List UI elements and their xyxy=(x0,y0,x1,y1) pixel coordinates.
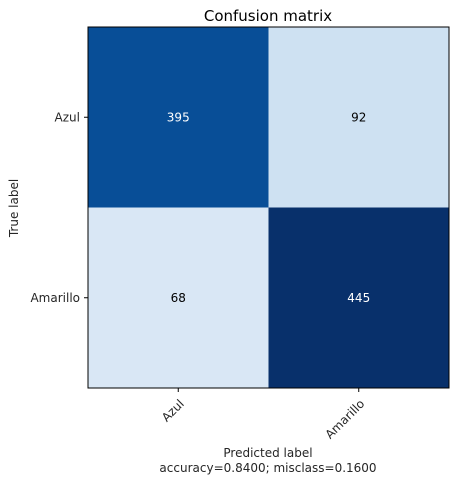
x-tick-labels: Azul Amarillo xyxy=(159,397,367,442)
y-tick-label: Azul xyxy=(55,110,80,124)
y-axis-label: True label xyxy=(7,179,21,238)
plot-frame xyxy=(87,26,450,389)
cell-value-label: 395 xyxy=(167,110,190,124)
heatmap-cell xyxy=(88,27,269,208)
heatmap-cell-labels: 395 92 68 445 xyxy=(167,110,370,305)
y-tick-label: Amarillo xyxy=(30,291,80,305)
y-tick-labels: Azul Amarillo xyxy=(30,110,80,305)
heatmap-cell xyxy=(268,27,449,208)
cell-value-label: 68 xyxy=(171,291,186,305)
x-tick-label: Amarillo xyxy=(322,397,367,442)
accuracy-misclass-text: accuracy=0.8400; misclass=0.1600 xyxy=(159,461,376,475)
chart-title: Confusion matrix xyxy=(204,7,332,25)
heatmap-cells xyxy=(88,27,449,388)
x-tick-label: Azul xyxy=(159,397,187,425)
axis-ticks xyxy=(84,116,360,392)
heatmap-cell xyxy=(268,207,449,388)
cell-value-label: 445 xyxy=(347,291,370,305)
heatmap-cell xyxy=(88,207,269,388)
x-axis-label: Predicted label xyxy=(223,446,312,460)
cell-value-label: 92 xyxy=(351,110,366,124)
